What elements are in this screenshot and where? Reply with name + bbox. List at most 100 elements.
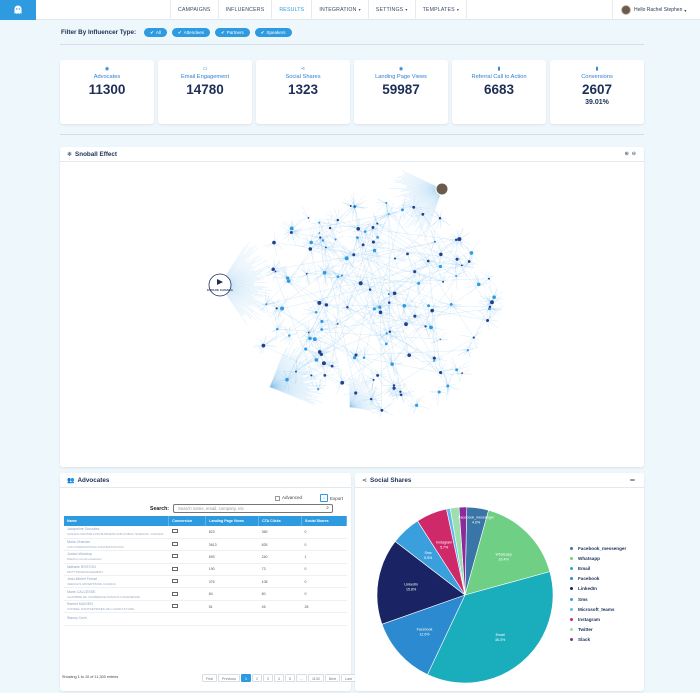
hub-badge[interactable]: EVOLVE CANADA [207, 273, 234, 297]
page-button[interactable]: 2 [251, 674, 262, 682]
legend-item[interactable]: Twitter [570, 625, 626, 635]
network-graph[interactable]: EVOLVE CANADA [60, 162, 644, 467]
lpv-cell: 81 [205, 600, 259, 614]
nav-item-campaigns[interactable]: CAMPAIGNS [170, 0, 219, 20]
stat-label: Landing Page Views [375, 74, 427, 80]
table-row[interactable]: Jean-Michel Ferrari VEEVALIS ADVERTISING … [64, 575, 347, 589]
nav-item-integration[interactable]: INTEGRATION ▾ [312, 0, 369, 20]
advocate-name[interactable]: Rachel MAIGEN [67, 602, 93, 607]
checkbox[interactable] [274, 495, 280, 501]
advocate-company: CHAMBRE DE COMMERCE FRANCO-CANADIENNE [67, 594, 140, 599]
influencer-avatar[interactable] [435, 182, 449, 196]
legend-swatch [570, 546, 573, 550]
legend-item[interactable]: Whatsapp [570, 553, 626, 563]
page-button[interactable]: ... [295, 674, 307, 682]
stat-label: Referral Call to Action [471, 74, 527, 80]
legend-item[interactable]: Facebook [570, 574, 626, 584]
table-row[interactable]: Jacqueline Gonzalez CANADA CENTRE FOR BUS… [64, 526, 347, 539]
page-button[interactable]: 1130 [307, 674, 324, 682]
table-row[interactable]: Maria Ohanian LG5 INTERNATIONAL FOUNDATIO… [64, 538, 347, 552]
conversion-cell [168, 575, 206, 589]
filter-chip-all[interactable]: ✔ All [144, 27, 167, 37]
legend-swatch [570, 617, 573, 621]
zoom-out-icon[interactable]: ⊖ [631, 151, 636, 157]
nav-item-templates[interactable]: TEMPLATES ▾ [416, 0, 468, 20]
column-header[interactable]: Landing Page Views [205, 516, 260, 526]
legend-label: Sms [578, 596, 588, 602]
advocate-name[interactable]: Jacqueline Gonzalez [67, 527, 100, 532]
page-button[interactable]: 5 [284, 674, 295, 682]
page-button[interactable]: Previous [218, 674, 240, 682]
column-header[interactable]: Conversion [168, 516, 207, 526]
stat-value: 6683 [483, 82, 515, 97]
legend-item[interactable]: Instagram [570, 614, 626, 624]
column-header[interactable]: Social Shares [301, 516, 347, 526]
page-button[interactable]: 4 [273, 674, 284, 682]
column-header[interactable]: CTA Clicks [258, 516, 303, 526]
advocate-company: CONSEIL D'ENTREPRISES DE L'AGRICULTURE [67, 607, 135, 612]
advocate-name[interactable]: Stacey Cech [67, 616, 87, 621]
panel-header: ❄ Snoball Effect ⊕ ⊖ [60, 147, 644, 162]
advanced-toggle[interactable]: Advanced [274, 495, 302, 501]
page-button[interactable]: 3 [262, 674, 273, 682]
page-button[interactable]: First [202, 674, 217, 682]
conversion-icon[interactable] [171, 566, 178, 571]
stat-value: 14780 [186, 82, 224, 97]
legend-item[interactable]: Sms [570, 594, 626, 604]
table-row[interactable]: Stacey Cech [64, 612, 347, 626]
conversion-icon[interactable] [171, 542, 178, 547]
column-header[interactable]: Name [64, 516, 170, 526]
legend-item[interactable]: Facebook_messenger [570, 543, 626, 553]
conversion-icon[interactable] [171, 554, 178, 559]
filter-chip-partners[interactable]: ✔ Partners [214, 27, 250, 37]
page-button[interactable]: Next [324, 674, 341, 682]
page-button[interactable]: Last [341, 674, 356, 682]
chip-label: All [155, 29, 161, 35]
legend-label: LinkedIn [578, 586, 597, 592]
check-icon: ✔ [220, 29, 225, 35]
conversion-cell [168, 538, 206, 552]
advocate-name[interactable]: Nathalie ROSTON [67, 564, 96, 569]
advocate-name[interactable]: Jordan Wardrop [67, 552, 92, 557]
table-row[interactable]: Marie CALCESSE CHAMBRE DE COMMERCE FRANCO… [64, 587, 347, 601]
conversion-icon[interactable] [171, 604, 178, 609]
divider [60, 44, 644, 45]
snowflake-icon: ❄ [67, 151, 73, 158]
advocate-name[interactable]: Marie CALCESSE [67, 589, 96, 594]
cta-cell: 240 [258, 550, 302, 564]
export-button[interactable]: ↓ Export [319, 494, 343, 502]
search-input[interactable]: Search name, email, company, etc ⌕ [173, 504, 334, 513]
page-button[interactable]: 1 [240, 674, 251, 682]
search-icon[interactable]: ⌕ [326, 505, 330, 511]
nav-item-influencers[interactable]: INFLUENCERS [219, 0, 273, 20]
advocate-name[interactable]: Maria Ohanian [67, 540, 90, 545]
shares-cell: 0 [301, 563, 347, 577]
network-nodes [261, 201, 496, 412]
app-logo[interactable] [0, 0, 36, 20]
stat-value: 59987 [382, 82, 420, 97]
user-menu[interactable]: Hello Rachel Stephen ▾ [612, 0, 686, 20]
table-info: Showing 1 to 10 of 11,300 entries [62, 675, 119, 679]
conversion-icon[interactable] [171, 579, 178, 584]
nav-item-settings[interactable]: SETTINGS ▾ [369, 0, 416, 20]
filter-chip-attendees[interactable]: ✔ Attendees [171, 27, 210, 37]
advanced-label: Advanced [281, 495, 302, 501]
shares-cell: 0 [301, 575, 347, 589]
table-row[interactable]: Nathalie ROSTON MOTTTENMANAGEMENT 190 73 0 [64, 563, 347, 577]
conversion-icon[interactable] [171, 529, 178, 534]
legend-item[interactable]: Microsoft_teams [570, 604, 626, 614]
legend-item[interactable]: LinkedIn [570, 584, 626, 594]
table-row[interactable]: Jordan Wardrop Wardrop Communications 693 2… [64, 550, 347, 564]
zoom-in-icon[interactable]: ⊕ [624, 151, 629, 157]
stat-card-landing-page-views: ◉ Landing Page Views 59987 [354, 60, 448, 124]
filter-chip-speakers[interactable]: ✔ Speakers [254, 27, 292, 37]
shares-cell: 0 [301, 587, 347, 601]
cta-cell [258, 612, 302, 626]
legend-item[interactable]: Email [570, 563, 626, 573]
nav-item-results[interactable]: RESULTS [272, 0, 313, 20]
conversion-icon[interactable] [171, 591, 178, 596]
table-row[interactable]: Rachel MAIGEN CONSEIL D'ENTREPRISES DE L'… [64, 600, 347, 614]
legend-item[interactable]: Slack [570, 635, 626, 645]
collapse-icon[interactable]: − [629, 475, 635, 485]
advocate-name[interactable]: Jean-Michel Ferrari [67, 577, 98, 582]
